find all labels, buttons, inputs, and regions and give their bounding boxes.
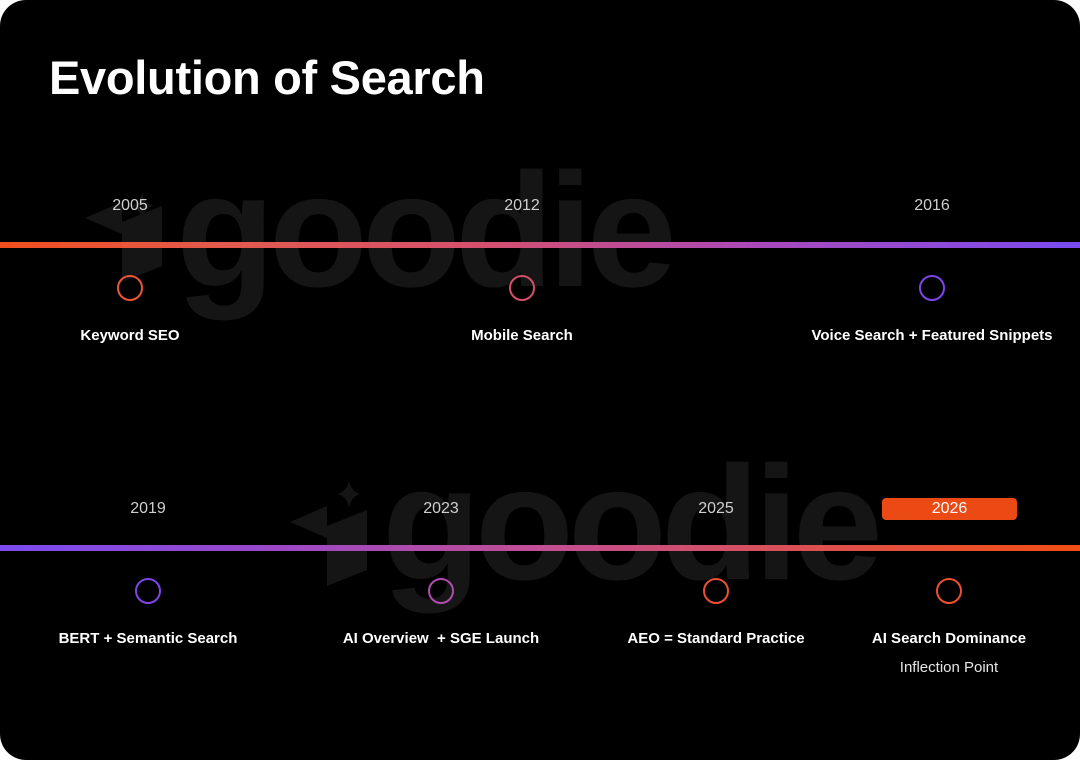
timeline-node-2025: [703, 578, 729, 604]
event-label-bert: BERT + Semantic Search: [58, 630, 238, 647]
event-sublabel-inflection-point: Inflection Point: [899, 659, 999, 676]
year-label-2016: 2016: [914, 197, 950, 214]
year-label-2012: 2012: [504, 197, 540, 214]
goodie-watermark-text-top: goodie: [176, 140, 677, 321]
year-label-2025: 2025: [698, 500, 734, 517]
goodie-logo-icon: [290, 480, 367, 586]
event-label-keyword-seo: Keyword SEO: [80, 327, 180, 344]
timeline-node-2026: [936, 578, 962, 604]
goodie-watermark-text-bottom: goodie: [382, 433, 883, 614]
goodie-watermark-bottom: [289, 480, 369, 586]
timeline-line-bottom: [0, 545, 1080, 551]
timeline-node-2019: [135, 578, 161, 604]
timeline-node-2012: [509, 275, 535, 301]
event-label-voice-search: Voice Search + Featured Snippets: [811, 327, 1053, 344]
year-badge-2026-highlighted: 2026: [882, 498, 1017, 520]
year-label-2019: 2019: [130, 500, 166, 517]
goodie-watermark-top: [84, 178, 164, 284]
event-label-mobile-search: Mobile Search: [471, 327, 573, 344]
page-title: Evolution of Search: [49, 51, 485, 104]
event-label-aeo: AEO = Standard Practice: [627, 630, 805, 647]
goodie-logo-icon: [85, 192, 162, 282]
timeline-node-2023: [428, 578, 454, 604]
year-label-2023: 2023: [423, 500, 459, 517]
event-label-ai-search-dominance: AI Search Dominance: [871, 630, 1027, 647]
event-label-ai-overview: AI Overview + SGE Launch: [342, 630, 540, 647]
timeline-line-top: [0, 242, 1080, 248]
timeline-node-2016: [919, 275, 945, 301]
timeline-node-2005: [117, 275, 143, 301]
year-label-2005: 2005: [112, 197, 148, 214]
